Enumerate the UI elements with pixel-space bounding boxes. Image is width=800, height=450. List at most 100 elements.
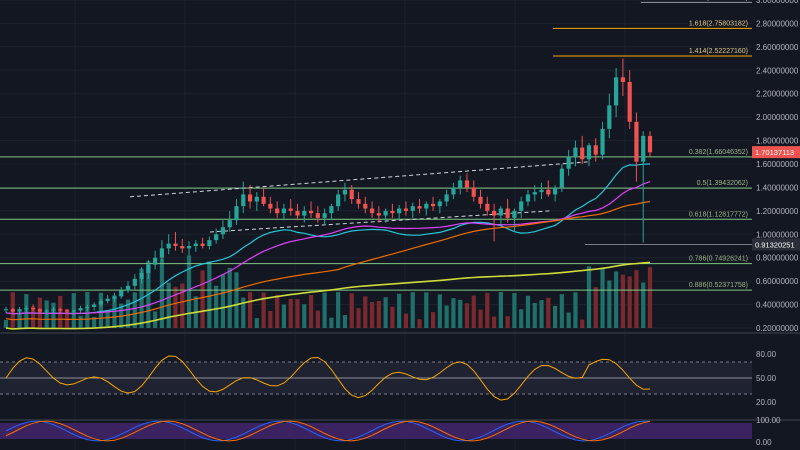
candle[interactable] — [512, 208, 517, 232]
candle[interactable] — [485, 196, 490, 216]
candle[interactable] — [559, 164, 564, 193]
candle[interactable] — [98, 298, 104, 307]
candle[interactable] — [369, 201, 375, 218]
candle[interactable] — [180, 238, 185, 254]
rsi-pane[interactable]: 80.00 50.00 20.00 — [0, 332, 800, 407]
candle[interactable] — [268, 196, 273, 214]
candle[interactable] — [112, 292, 117, 303]
candle[interactable] — [403, 201, 409, 216]
candle[interactable] — [85, 304, 90, 312]
candle[interactable] — [275, 201, 280, 218]
candle[interactable] — [139, 267, 144, 284]
candle[interactable] — [220, 220, 226, 239]
candle[interactable] — [92, 302, 97, 311]
candle[interactable] — [410, 202, 415, 218]
candle[interactable] — [390, 203, 395, 218]
candle[interactable] — [329, 203, 334, 221]
candle[interactable] — [146, 260, 151, 279]
candle[interactable] — [458, 175, 463, 195]
candle[interactable] — [634, 112, 639, 182]
candle[interactable] — [132, 274, 137, 290]
candle[interactable] — [125, 281, 131, 293]
candle[interactable] — [573, 140, 578, 167]
candle[interactable] — [315, 206, 320, 223]
candle[interactable] — [51, 306, 56, 313]
candle[interactable] — [37, 308, 42, 314]
candle[interactable] — [186, 241, 192, 256]
candle[interactable] — [519, 196, 524, 218]
candle[interactable] — [539, 182, 544, 200]
stoch-rsi-pane[interactable]: 100.00 0.00 — [0, 416, 800, 447]
candle[interactable] — [614, 67, 619, 118]
candle[interactable] — [10, 308, 15, 314]
candle[interactable] — [241, 181, 246, 214]
candle[interactable] — [424, 201, 429, 216]
candle[interactable] — [322, 208, 327, 225]
candle[interactable] — [64, 309, 70, 314]
candle[interactable] — [491, 203, 497, 242]
candle[interactable] — [641, 131, 646, 243]
candle[interactable] — [647, 131, 653, 157]
candle[interactable] — [363, 196, 368, 214]
candle[interactable] — [376, 206, 381, 223]
candle[interactable] — [444, 189, 449, 207]
candle[interactable] — [620, 58, 625, 97]
candle[interactable] — [478, 189, 483, 209]
candle[interactable] — [336, 189, 341, 211]
candle[interactable] — [302, 206, 307, 223]
candle[interactable] — [44, 309, 49, 316]
candle[interactable] — [153, 250, 158, 270]
candles[interactable] — [3, 58, 653, 316]
candle[interactable] — [159, 240, 165, 263]
candle[interactable] — [383, 208, 388, 223]
candle[interactable] — [505, 199, 510, 223]
candle[interactable] — [417, 199, 422, 214]
candle[interactable] — [105, 295, 110, 304]
candle[interactable] — [288, 199, 293, 216]
candle[interactable] — [234, 199, 239, 225]
price-axis[interactable]: 3.00000000 2.80000000 2.60000000 2.40000000… — [752, 0, 800, 450]
candle[interactable] — [281, 203, 287, 221]
candle[interactable] — [525, 189, 531, 207]
candle[interactable] — [227, 210, 232, 232]
candle[interactable] — [580, 135, 585, 164]
candle[interactable] — [247, 185, 253, 209]
candle[interactable] — [308, 201, 314, 218]
candle[interactable] — [532, 185, 537, 202]
candle[interactable] — [78, 305, 83, 313]
candle[interactable] — [430, 196, 436, 211]
candle[interactable] — [71, 309, 76, 316]
candle[interactable] — [254, 192, 259, 211]
candle[interactable] — [173, 231, 178, 251]
candle[interactable] — [31, 304, 36, 312]
candle[interactable] — [261, 187, 266, 207]
candle[interactable] — [342, 182, 348, 202]
candle[interactable] — [214, 228, 219, 244]
candle[interactable] — [552, 185, 558, 202]
candle[interactable] — [397, 205, 402, 221]
candle[interactable] — [119, 287, 124, 299]
candle[interactable] — [349, 185, 354, 204]
candle[interactable] — [546, 180, 551, 197]
candle[interactable] — [24, 305, 29, 313]
candle[interactable] — [200, 237, 205, 249]
candle[interactable] — [356, 192, 361, 209]
candle[interactable] — [593, 138, 598, 162]
candle[interactable] — [58, 308, 63, 313]
candle[interactable] — [627, 70, 632, 129]
candle[interactable] — [207, 236, 212, 250]
candle[interactable] — [3, 306, 9, 313]
candle[interactable] — [437, 199, 442, 214]
candle[interactable] — [498, 206, 503, 225]
candle[interactable] — [17, 306, 22, 316]
candle[interactable] — [471, 180, 476, 202]
candle[interactable] — [295, 203, 300, 221]
candle[interactable] — [600, 121, 605, 160]
candle[interactable] — [193, 240, 198, 252]
candle[interactable] — [464, 173, 470, 193]
candle[interactable] — [451, 182, 456, 200]
candle[interactable] — [166, 234, 171, 255]
candle[interactable] — [607, 93, 612, 139]
candle[interactable] — [586, 142, 592, 167]
